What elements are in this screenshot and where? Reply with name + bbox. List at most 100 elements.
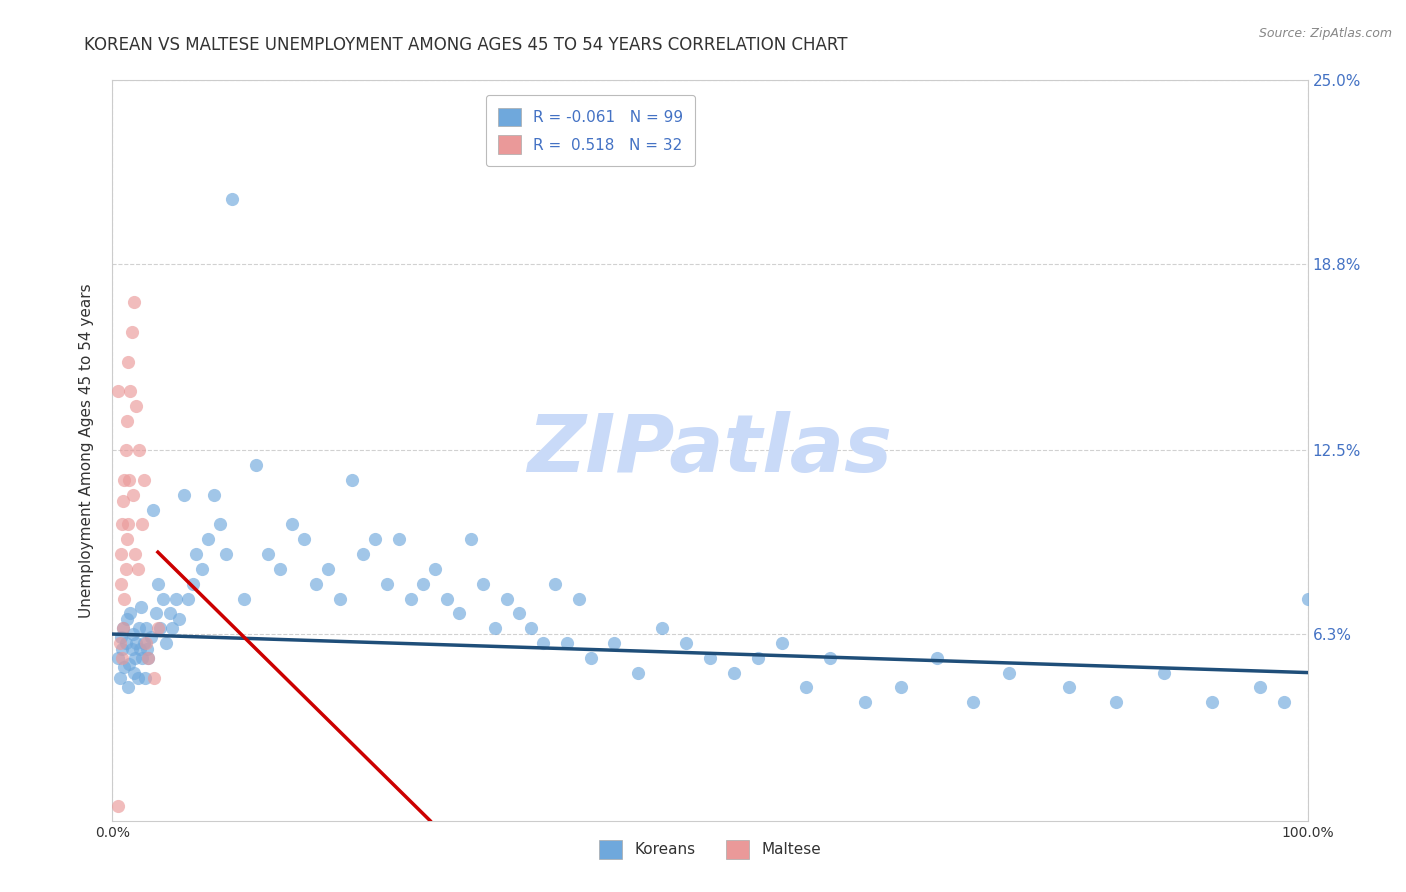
Point xyxy=(292,533,315,547)
Point xyxy=(191,562,214,576)
Point xyxy=(107,650,129,665)
Point xyxy=(120,384,142,399)
Point xyxy=(121,627,143,641)
Point xyxy=(568,591,591,606)
Point xyxy=(108,672,131,686)
Point xyxy=(1201,695,1223,709)
Point xyxy=(425,562,447,576)
Point xyxy=(134,672,156,686)
Point xyxy=(364,533,387,547)
Point xyxy=(543,576,565,591)
Point xyxy=(472,576,495,591)
Point xyxy=(281,517,304,532)
Point xyxy=(114,473,135,487)
Point xyxy=(146,576,169,591)
Point xyxy=(520,621,543,635)
Point xyxy=(117,354,139,368)
Point xyxy=(436,591,458,606)
Point xyxy=(112,493,135,508)
Point xyxy=(221,192,243,206)
Point xyxy=(107,798,129,813)
Point xyxy=(114,443,136,458)
Point xyxy=(1153,665,1175,680)
Point xyxy=(110,547,132,561)
Point xyxy=(531,636,554,650)
Point xyxy=(127,562,149,576)
Point xyxy=(233,591,256,606)
Point xyxy=(202,488,225,502)
Text: Source: ZipAtlas.com: Source: ZipAtlas.com xyxy=(1258,27,1392,40)
Point xyxy=(496,591,519,606)
Point xyxy=(108,636,131,650)
Point xyxy=(143,672,166,686)
Point xyxy=(115,414,138,428)
Point xyxy=(155,636,177,650)
Point xyxy=(124,547,146,561)
Point xyxy=(110,630,132,644)
Point xyxy=(139,630,162,644)
Point xyxy=(177,591,200,606)
Point xyxy=(998,665,1021,680)
Point xyxy=(142,502,165,516)
Text: ZIPatlas: ZIPatlas xyxy=(527,411,893,490)
Point xyxy=(129,641,152,656)
Point xyxy=(124,650,146,665)
Point xyxy=(257,547,280,561)
Point xyxy=(555,636,578,650)
Point xyxy=(209,517,232,532)
Point xyxy=(121,488,143,502)
Point xyxy=(110,576,132,591)
Point xyxy=(107,384,129,399)
Point xyxy=(627,665,650,680)
Point xyxy=(181,576,204,591)
Point xyxy=(159,607,181,621)
Point xyxy=(129,600,152,615)
Point xyxy=(115,612,138,626)
Point xyxy=(125,399,148,413)
Point xyxy=(855,695,877,709)
Point xyxy=(890,681,912,695)
Point xyxy=(305,576,328,591)
Point xyxy=(699,650,721,665)
Point xyxy=(112,621,135,635)
Point xyxy=(117,517,139,532)
Point xyxy=(447,607,470,621)
Legend: Koreans, Maltese: Koreans, Maltese xyxy=(593,834,827,865)
Point xyxy=(135,636,157,650)
Point xyxy=(1057,681,1080,695)
Point xyxy=(118,657,141,671)
Point xyxy=(962,695,984,709)
Point xyxy=(114,562,136,576)
Point xyxy=(770,636,793,650)
Point xyxy=(818,650,841,665)
Point xyxy=(794,681,817,695)
Point xyxy=(484,621,506,635)
Point xyxy=(132,636,155,650)
Point xyxy=(377,576,399,591)
Point xyxy=(460,533,482,547)
Point xyxy=(120,607,142,621)
Point xyxy=(329,591,352,606)
Point xyxy=(125,636,148,650)
Point xyxy=(340,473,363,487)
Point xyxy=(1105,695,1128,709)
Point xyxy=(112,621,135,635)
Point xyxy=(269,562,291,576)
Point xyxy=(508,607,530,621)
Point xyxy=(245,458,267,473)
Point xyxy=(352,547,374,561)
Point xyxy=(135,621,157,635)
Point xyxy=(128,621,150,635)
Point xyxy=(115,533,138,547)
Point xyxy=(111,517,134,532)
Point xyxy=(131,517,153,532)
Y-axis label: Unemployment Among Ages 45 to 54 years: Unemployment Among Ages 45 to 54 years xyxy=(79,283,94,618)
Point xyxy=(169,612,191,626)
Point xyxy=(651,621,673,635)
Point xyxy=(675,636,697,650)
Point xyxy=(138,650,160,665)
Point xyxy=(152,591,174,606)
Point xyxy=(146,621,169,635)
Point xyxy=(165,591,187,606)
Point xyxy=(136,641,159,656)
